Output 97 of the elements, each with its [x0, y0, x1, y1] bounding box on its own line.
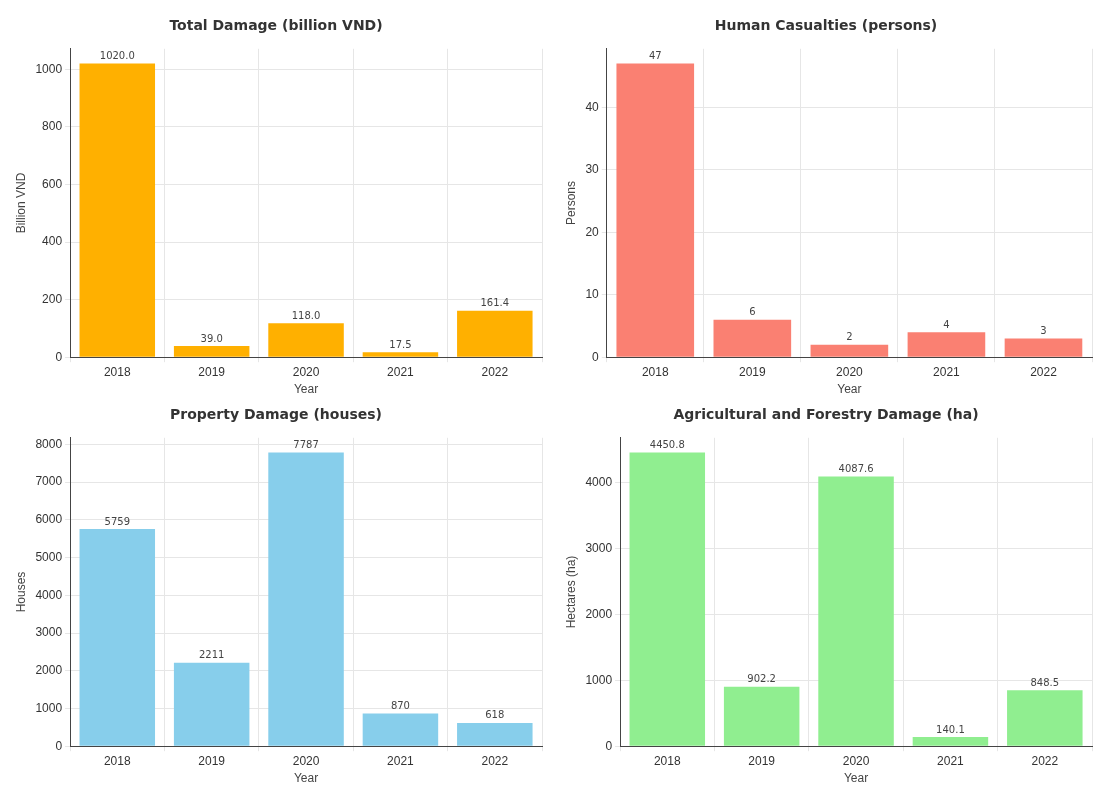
data-label: 2 — [846, 331, 853, 343]
bar — [173, 662, 250, 746]
y-tick-label: 3000 — [585, 540, 613, 555]
bar — [362, 713, 439, 746]
data-label: 39.0 — [200, 332, 223, 344]
bar — [173, 345, 250, 357]
x-tick-label: 2021 — [937, 753, 965, 768]
y-tick-label: 0 — [592, 349, 600, 364]
data-label: 118.0 — [291, 309, 321, 321]
bar — [616, 63, 695, 357]
data-label: 3 — [1040, 325, 1047, 337]
y-tick-label: 400 — [42, 234, 63, 249]
chart-title: Agricultural and Forestry Damage (ha) — [673, 406, 979, 423]
x-tick-label: 2020 — [292, 753, 320, 768]
data-label: 4 — [943, 318, 950, 330]
x-tick-label: 2019 — [748, 753, 776, 768]
data-label: 6 — [749, 306, 756, 318]
data-label: 7787 — [293, 439, 319, 451]
bar — [457, 722, 533, 746]
y-axis-title: Hectares (ha) — [563, 555, 578, 629]
bar — [1007, 690, 1083, 746]
y-tick-label: 20 — [585, 224, 600, 239]
x-tick-label: 2019 — [198, 364, 226, 379]
data-label: 5759 — [104, 515, 131, 527]
y-tick-label: 7000 — [35, 474, 63, 489]
y-tick-label: 3000 — [35, 625, 63, 640]
bar — [362, 352, 439, 357]
data-label: 848.5 — [1030, 676, 1060, 688]
y-tick-label: 0 — [605, 738, 613, 753]
x-axis-title: Year — [843, 771, 869, 786]
y-tick-label: 40 — [585, 99, 600, 114]
bar — [723, 686, 800, 746]
data-label: 4450.8 — [649, 439, 685, 451]
y-tick-label: 1000 — [35, 700, 63, 715]
x-tick-label: 2019 — [198, 753, 226, 768]
x-tick-label: 2020 — [842, 753, 870, 768]
bar — [907, 332, 986, 357]
x-tick-label: 2019 — [738, 364, 766, 379]
data-label: 618 — [485, 709, 505, 721]
bar — [629, 452, 706, 746]
y-tick-label: 0 — [55, 349, 63, 364]
y-axis-title: Houses — [13, 571, 28, 613]
bar — [457, 310, 533, 357]
x-tick-label: 2022 — [1031, 753, 1059, 768]
x-tick-label: 2021 — [387, 364, 415, 379]
data-label: 17.5 — [389, 338, 412, 350]
bar — [810, 344, 889, 357]
data-label: 870 — [390, 699, 410, 711]
y-tick-label: 1000 — [35, 61, 63, 76]
x-tick-label: 2018 — [641, 364, 669, 379]
y-tick-label: 1000 — [585, 672, 613, 687]
y-axis-title: Persons — [563, 180, 578, 226]
y-tick-label: 2000 — [35, 663, 63, 678]
x-tick-label: 2020 — [836, 364, 864, 379]
y-tick-label: 4000 — [35, 587, 63, 602]
x-axis-title: Year — [293, 382, 319, 397]
bar — [268, 452, 344, 746]
bar — [79, 528, 156, 746]
x-tick-label: 2022 — [1030, 364, 1058, 379]
y-axis-title: Billion VND — [13, 172, 28, 234]
data-label: 902.2 — [747, 673, 776, 685]
y-tick-label: 6000 — [35, 512, 63, 527]
x-tick-label: 2022 — [481, 753, 509, 768]
y-tick-label: 8000 — [35, 436, 63, 451]
y-tick-label: 30 — [585, 162, 600, 177]
x-tick-label: 2018 — [103, 753, 131, 768]
chart-title: Property Damage (houses) — [170, 406, 382, 423]
chart-title: Human Casualties (persons) — [714, 17, 938, 34]
y-tick-label: 600 — [42, 176, 63, 191]
y-tick-label: 800 — [42, 119, 63, 134]
y-tick-label: 5000 — [35, 549, 63, 564]
x-tick-label: 2022 — [481, 364, 509, 379]
data-label: 2211 — [198, 649, 225, 661]
y-tick-label: 2000 — [585, 606, 613, 621]
x-tick-label: 2018 — [103, 364, 131, 379]
x-tick-label: 2021 — [933, 364, 961, 379]
x-tick-label: 2020 — [292, 364, 320, 379]
y-tick-label: 0 — [55, 738, 63, 753]
x-tick-label: 2018 — [653, 753, 681, 768]
y-tick-label: 10 — [585, 287, 600, 302]
x-axis-title: Year — [837, 382, 862, 397]
x-axis-title: Year — [293, 771, 319, 786]
x-tick-label: 2021 — [387, 753, 415, 768]
bar — [713, 319, 792, 357]
chart-title: Total Damage (billion VND) — [169, 17, 383, 34]
bar — [818, 476, 894, 746]
bar — [79, 63, 156, 357]
data-label: 161.4 — [480, 297, 510, 309]
data-label: 47 — [648, 50, 662, 62]
data-label: 140.1 — [936, 723, 965, 735]
y-tick-label: 200 — [42, 291, 63, 306]
data-label: 1020.0 — [99, 50, 135, 62]
bar — [912, 736, 989, 746]
bar — [1004, 338, 1083, 357]
data-label: 4087.6 — [838, 463, 874, 475]
bar — [268, 323, 344, 357]
y-tick-label: 4000 — [585, 474, 613, 489]
